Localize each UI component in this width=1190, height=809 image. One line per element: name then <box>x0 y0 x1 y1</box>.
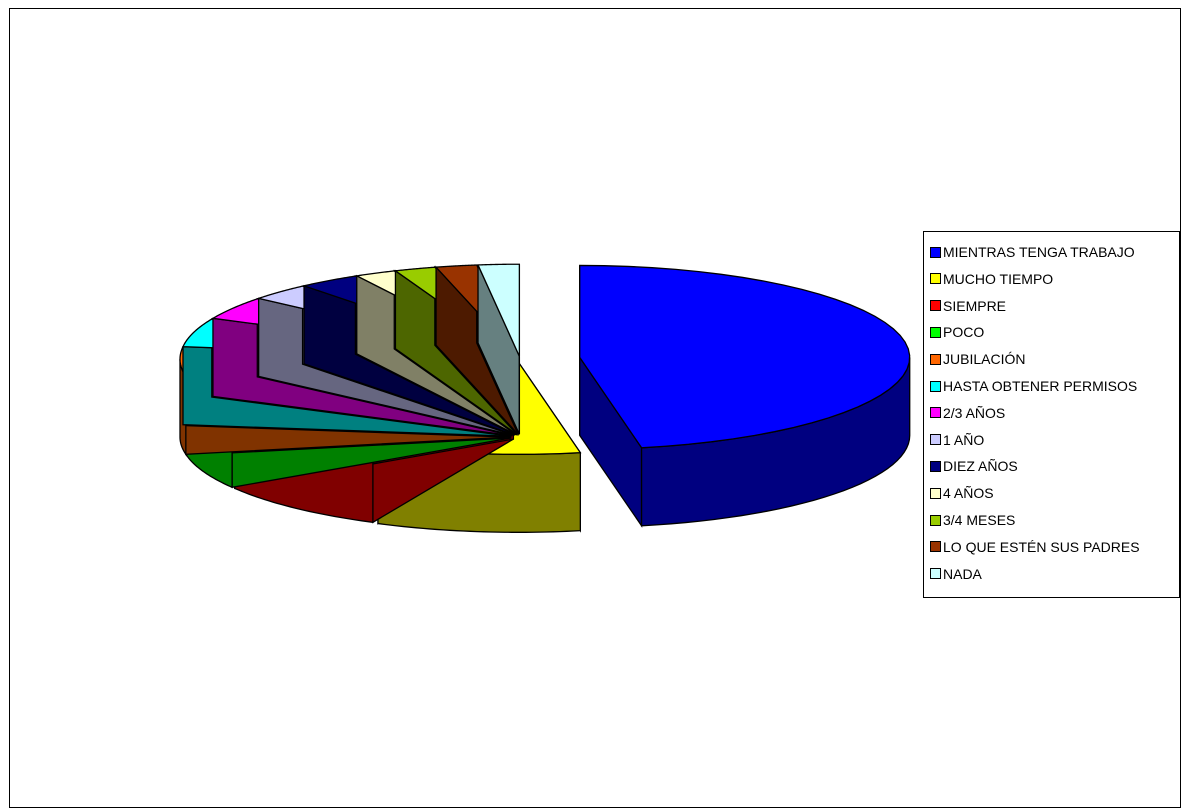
legend-label: MUCHO TIEMPO <box>943 270 1054 287</box>
legend-item: HASTA OBTENER PERMISOS <box>930 376 1137 396</box>
legend-label: DIEZ AÑOS <box>943 458 1018 475</box>
legend-swatch <box>930 326 941 338</box>
legend-item: NADA <box>930 564 982 584</box>
legend-swatch <box>930 568 941 580</box>
legend-item: DIEZ AÑOS <box>930 456 1018 476</box>
legend-label: 2/3 AÑOS <box>943 404 1006 421</box>
legend-swatch <box>930 380 941 392</box>
legend-item: JUBILACIÓN <box>930 349 1025 369</box>
legend-swatch <box>930 273 941 285</box>
legend-label: 1 AÑO <box>943 431 985 448</box>
legend-swatch <box>930 487 941 499</box>
pie-chart <box>179 263 911 533</box>
legend-label: HASTA OBTENER PERMISOS <box>943 378 1138 394</box>
legend-swatch <box>930 514 941 526</box>
legend-item: 2/3 AÑOS <box>930 403 1005 423</box>
legend-label: 3/4 MESES <box>943 512 1016 528</box>
legend-item: 4 AÑOS <box>930 483 994 503</box>
legend-swatch <box>930 353 941 365</box>
pie-slice-0 <box>579 264 911 449</box>
legend-item: MIENTRAS TENGA TRABAJO <box>930 242 1135 262</box>
legend-item: LO QUE ESTÉN SUS PADRES <box>930 537 1140 557</box>
legend-label: LO QUE ESTÉN SUS PADRES <box>943 538 1140 555</box>
legend-item: SIEMPRE <box>930 296 1006 316</box>
legend-swatch <box>930 300 941 312</box>
legend-label: 4 AÑOS <box>943 485 994 502</box>
legend-swatch <box>930 246 941 258</box>
chart-area: MIENTRAS TENGA TRABAJO MUCHO TIEMPO SIEMPR… <box>9 8 1181 808</box>
legend-swatch <box>930 434 941 446</box>
pie-slice-12 <box>477 263 521 357</box>
legend: MIENTRAS TENGA TRABAJO MUCHO TIEMPO SIEMPR… <box>923 231 1180 598</box>
legend-label: JUBILACIÓN <box>943 351 1026 368</box>
legend-swatch <box>930 541 941 553</box>
legend-swatch <box>930 407 941 419</box>
legend-item: 1 AÑO <box>930 430 984 450</box>
legend-item: MUCHO TIEMPO <box>930 269 1053 289</box>
legend-item: POCO <box>930 322 984 342</box>
legend-swatch <box>930 460 941 472</box>
legend-label: POCO <box>943 324 985 341</box>
legend-label: SIEMPRE <box>943 297 1007 314</box>
legend-item: 3/4 MESES <box>930 510 1015 530</box>
legend-label: NADA <box>943 565 982 582</box>
legend-label: MIENTRAS TENGA TRABAJO <box>943 244 1135 260</box>
